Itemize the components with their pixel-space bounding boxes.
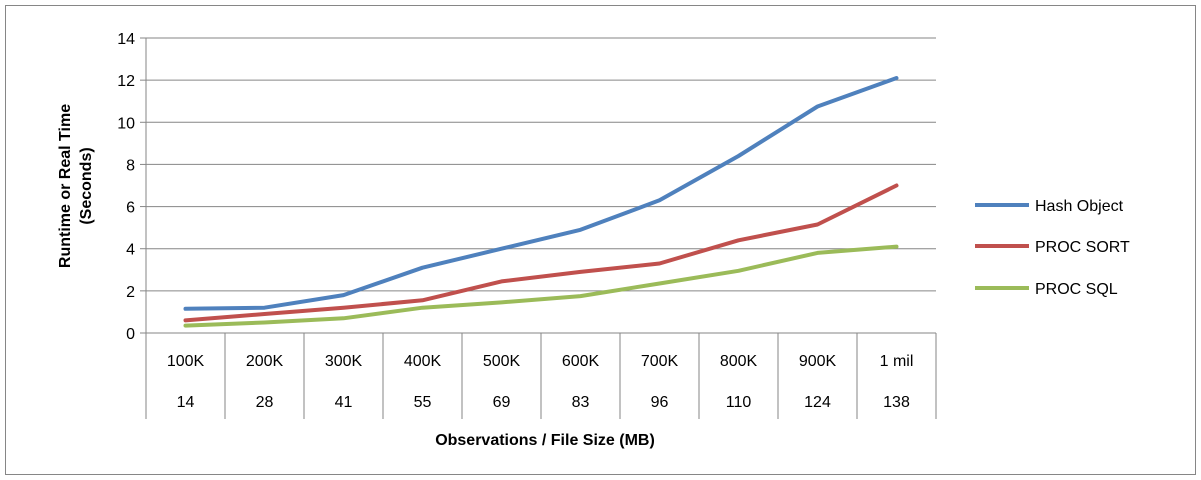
y-tick-label: 12 (117, 73, 135, 90)
x-tick-label-size: 138 (883, 394, 910, 411)
y-tick-label: 2 (126, 284, 135, 301)
y-axis-title-line2: (Seconds) (78, 147, 95, 224)
legend-label: PROC SQL (1035, 281, 1118, 298)
x-tick-label: 900K (799, 353, 837, 370)
series-line (183, 244, 899, 328)
x-tick-label-size: 83 (572, 394, 590, 411)
x-tick-label: 800K (720, 353, 758, 370)
gridlines (146, 37, 936, 292)
legend-label: Hash Object (1035, 198, 1124, 215)
x-tick-label: 600K (562, 353, 600, 370)
x-tick-label-size: 55 (414, 394, 432, 411)
x-tick-label-size: 110 (726, 394, 752, 411)
x-tick-label-size: 14 (177, 394, 195, 411)
series-line (183, 76, 899, 311)
x-tick-label: 300K (325, 353, 363, 370)
x-tick-label: 100K (167, 353, 205, 370)
series-lines (183, 76, 899, 328)
axes: 0 2 4 6 8 10 12 14 100K 14 200K 28 300K 41 400K 55 500K 6… (117, 31, 937, 419)
x-tick-label-size: 69 (493, 394, 511, 411)
y-tick-label: 8 (126, 157, 135, 174)
legend: Hash Object PROC SORT PROC SQL (975, 198, 1130, 298)
x-tick-label: 400K (404, 353, 442, 370)
x-tick-label-size: 96 (651, 394, 669, 411)
x-tick-label-size: 41 (335, 394, 353, 411)
legend-label: PROC SORT (1035, 239, 1130, 256)
series-line (183, 183, 899, 323)
x-tick-label: 700K (641, 353, 679, 370)
y-tick-label: 6 (126, 200, 135, 217)
x-tick-label: 200K (246, 353, 284, 370)
y-tick-label: 14 (117, 31, 135, 48)
x-tick-label-size: 28 (256, 394, 274, 411)
y-tick-label: 4 (126, 242, 135, 259)
y-tick-label: 0 (126, 326, 135, 343)
x-tick-label: 1 mil (880, 353, 914, 370)
x-axis-title: Observations / File Size (MB) (435, 432, 655, 449)
x-tick-label: 500K (483, 353, 521, 370)
y-axis-title-line1: Runtime or Real Time (57, 104, 74, 268)
x-tick-label-size: 124 (804, 394, 831, 411)
y-tick-label: 10 (117, 115, 135, 132)
chart-frame (5, 5, 1196, 475)
